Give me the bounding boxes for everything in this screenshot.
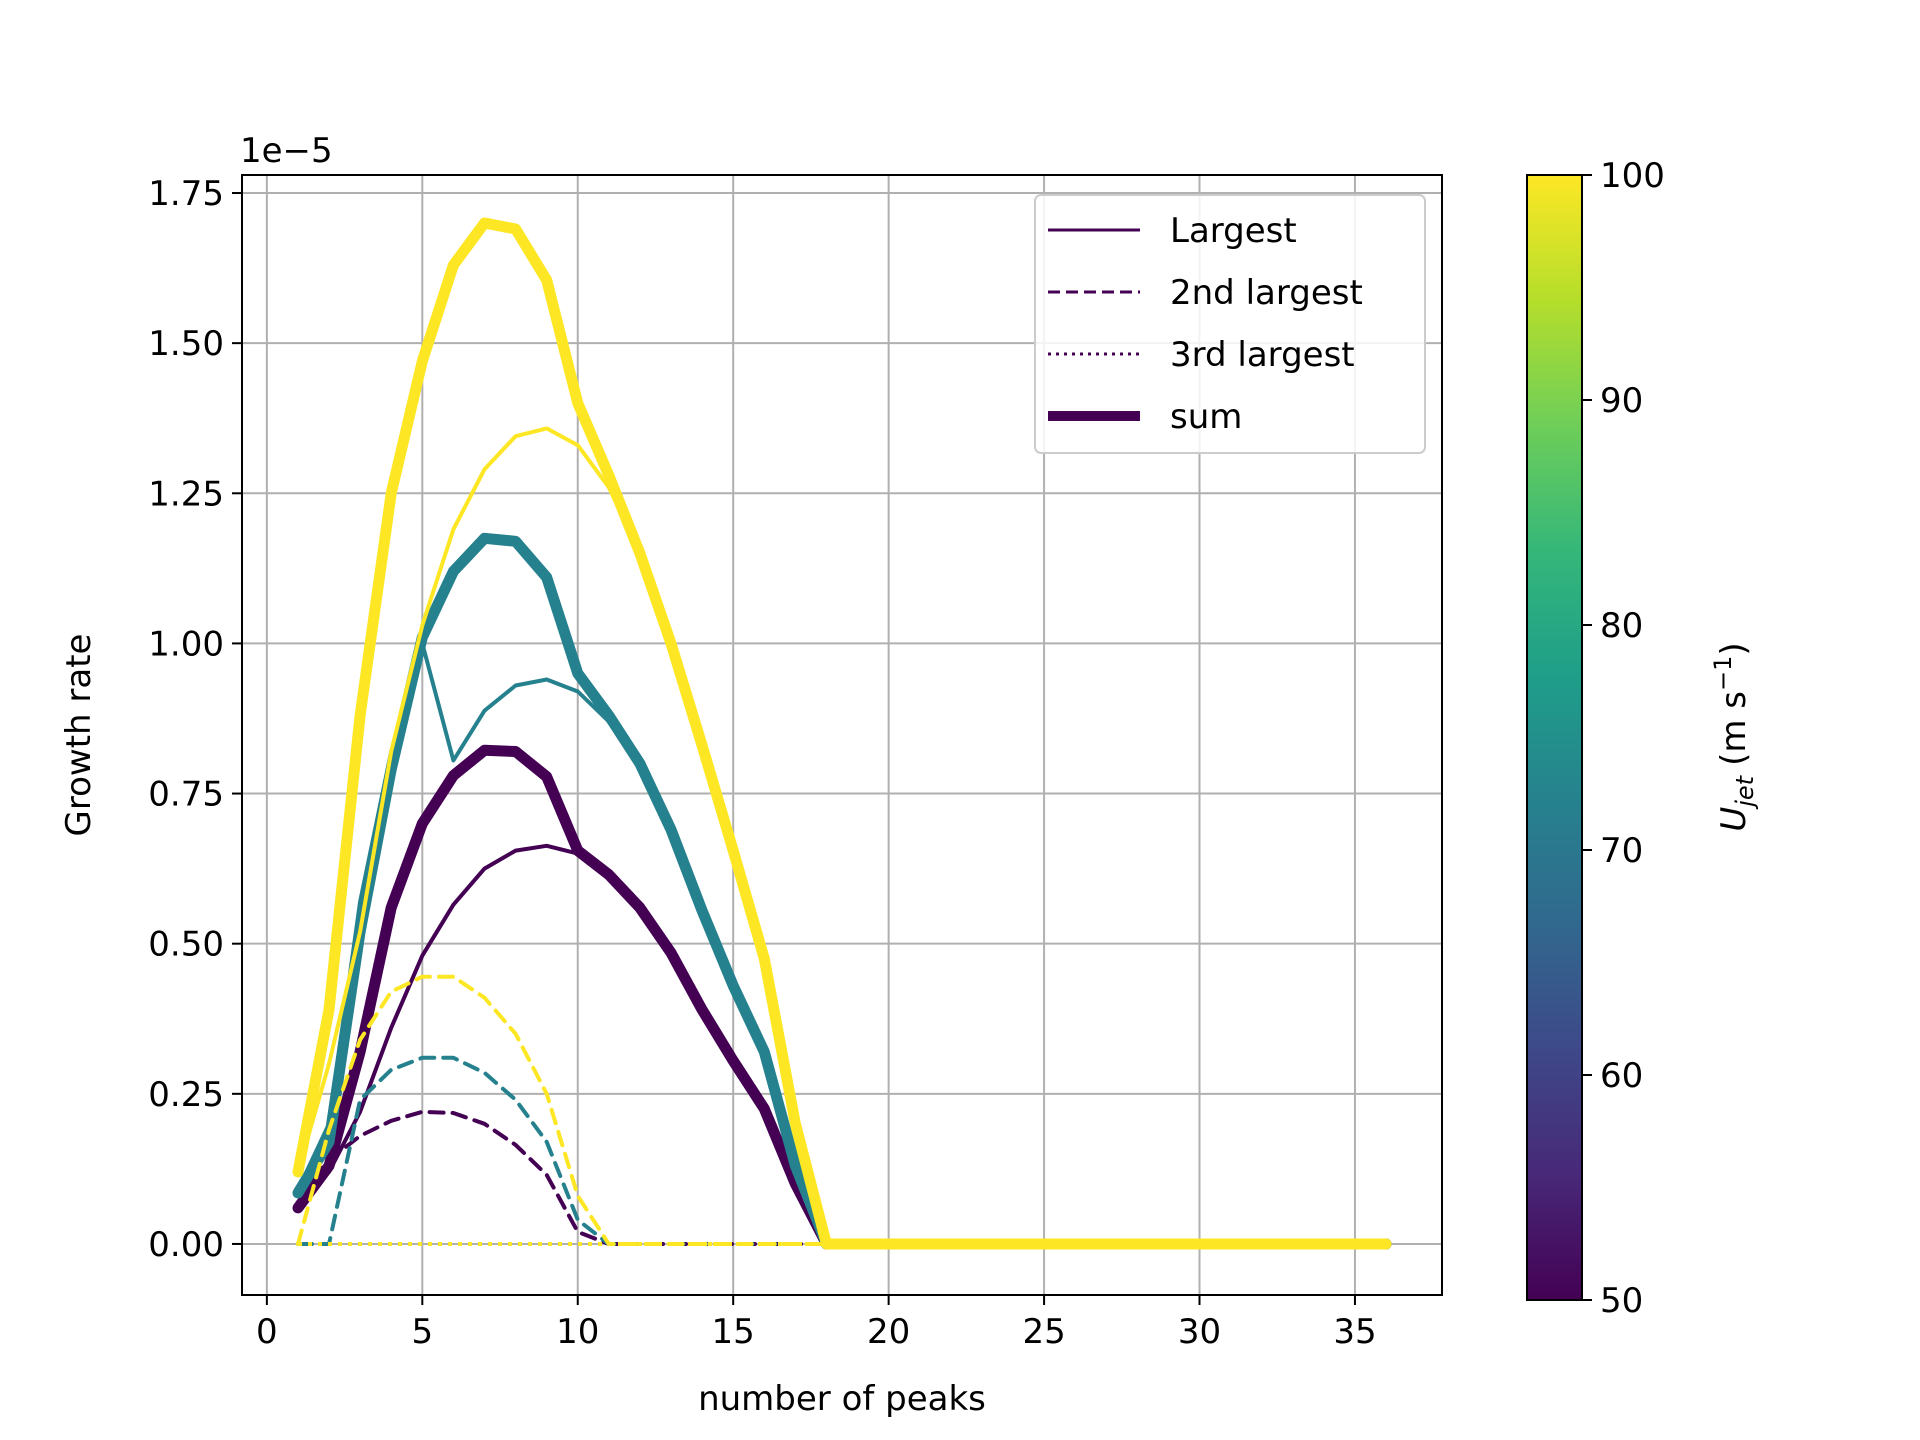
x-tick-label: 0: [256, 1312, 278, 1352]
colorbar-frame: [1526, 174, 1583, 1301]
y-axis-ticks: 0.00 0.25 0.50 0.75 1.00 1.25 1.50 1.75: [148, 174, 242, 1265]
x-tick-label: 35: [1333, 1312, 1376, 1352]
y-tick-label: 0.25: [148, 1075, 224, 1115]
colorbar-label-sub: jet: [1731, 774, 1759, 809]
x-axis-ticks: 0 5 10 15 20 25 30 35: [256, 1295, 1377, 1352]
x-tick-label: 20: [867, 1312, 910, 1352]
legend-label-largest: Largest: [1170, 211, 1297, 251]
y-tick-label: 1.50: [148, 324, 224, 364]
plot-frame: [241, 174, 1443, 1296]
colorbar-tick-label: 90: [1600, 381, 1643, 421]
legend-label-2nd-largest: 2nd largest: [1170, 273, 1363, 313]
colorbar-label-units: (m s: [1714, 691, 1754, 766]
y-offset-label: 1e−5: [240, 131, 333, 171]
y-tick-label: 0.00: [148, 1225, 224, 1265]
colorbar-label: Ujet (m s−1): [1709, 642, 1759, 831]
x-tick-label: 30: [1178, 1312, 1221, 1352]
colorbar-ticks: 50 60 70 80 90 100: [1582, 156, 1665, 1321]
colorbar-gradient: [1527, 175, 1582, 1300]
colorbar-label-main: U: [1714, 807, 1754, 832]
y-tick-label: 1.25: [148, 474, 224, 514]
colorbar-tick-label: 60: [1600, 1056, 1643, 1096]
legend-label-3rd-largest: 3rd largest: [1170, 335, 1355, 375]
y-tick-label: 1.75: [148, 174, 224, 214]
x-axis-label: number of peaks: [698, 1379, 986, 1419]
x-tick-label: 5: [411, 1312, 433, 1352]
x-tick-label: 15: [712, 1312, 755, 1352]
series-line-thick-ujet-100: [292, 217, 1392, 1250]
y-tick-label: 1.00: [148, 624, 224, 664]
colorbar-tick-label: 70: [1600, 831, 1643, 871]
legend-label-sum: sum: [1170, 397, 1242, 437]
x-tick-label: 10: [556, 1312, 599, 1352]
legend-box: [1034, 194, 1426, 454]
x-tick-label: 25: [1022, 1312, 1065, 1352]
series-lines: [292, 217, 1392, 1250]
legend: Largest 2nd largest 3rd largest sum: [1034, 194, 1426, 454]
colorbar-tick-label: 100: [1600, 156, 1665, 196]
y-tick-label: 0.75: [148, 775, 224, 815]
y-tick-label: 0.50: [148, 925, 224, 965]
colorbar: 50 60 70 80 90 100 Ujet (m s−1): [1526, 156, 1759, 1321]
colorbar-tick-label: 50: [1600, 1281, 1643, 1321]
colorbar-label-exp: −1: [1709, 656, 1737, 691]
y-axis-label: Growth rate: [59, 634, 99, 837]
colorbar-label-close: ): [1714, 642, 1754, 655]
colorbar-tick-label: 80: [1600, 606, 1643, 646]
